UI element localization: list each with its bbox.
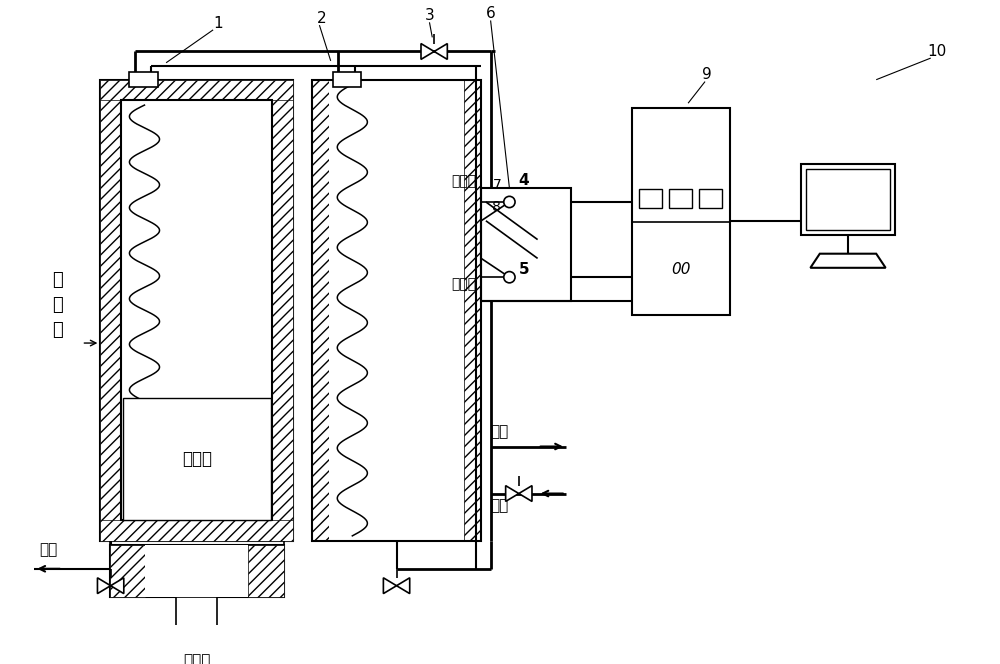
Text: 1: 1: [213, 16, 223, 31]
Bar: [272, 80, 293, 540]
Circle shape: [504, 272, 515, 283]
Bar: [248, 545, 284, 597]
Bar: [699, 189, 722, 208]
Bar: [669, 189, 692, 208]
Bar: [176, 597, 217, 649]
Text: 4: 4: [519, 173, 529, 188]
Bar: [121, 100, 272, 520]
Polygon shape: [421, 44, 434, 59]
Polygon shape: [434, 44, 447, 59]
Bar: [639, 189, 662, 208]
Polygon shape: [383, 578, 397, 594]
Text: 放空: 放空: [39, 542, 57, 558]
Bar: [329, 80, 464, 540]
Text: 6: 6: [486, 7, 495, 21]
Polygon shape: [397, 578, 410, 594]
Bar: [100, 80, 293, 540]
Text: 8: 8: [492, 200, 501, 214]
Bar: [632, 108, 730, 315]
Text: 5: 5: [519, 262, 529, 277]
Text: 10: 10: [928, 44, 947, 59]
Text: 保
温
层: 保 温 层: [53, 272, 63, 339]
Text: 压力表: 压力表: [451, 174, 476, 188]
Polygon shape: [519, 485, 532, 501]
Bar: [100, 520, 293, 540]
Bar: [801, 165, 895, 235]
Text: 收球室: 收球室: [182, 450, 212, 467]
Polygon shape: [111, 578, 124, 594]
Text: 取球门: 取球门: [183, 653, 210, 664]
Text: 7: 7: [492, 178, 501, 192]
Polygon shape: [506, 485, 519, 501]
Polygon shape: [810, 254, 886, 268]
Bar: [123, 398, 271, 520]
Text: 温度表: 温度表: [451, 278, 476, 291]
Bar: [312, 80, 329, 540]
Text: 00: 00: [671, 262, 691, 277]
Bar: [312, 80, 481, 540]
Circle shape: [504, 197, 515, 208]
Text: 出油: 出油: [491, 424, 509, 439]
Text: 9: 9: [702, 68, 712, 82]
Bar: [110, 545, 284, 597]
Bar: [110, 545, 145, 597]
Polygon shape: [97, 578, 111, 594]
Bar: [806, 169, 890, 230]
Bar: [129, 72, 158, 87]
Bar: [333, 72, 361, 87]
Bar: [481, 188, 571, 301]
Bar: [464, 80, 481, 540]
Bar: [100, 80, 121, 540]
Text: 2: 2: [316, 11, 326, 26]
Bar: [100, 80, 293, 100]
Bar: [145, 545, 248, 597]
Text: 3: 3: [425, 8, 434, 23]
Text: 进油: 进油: [491, 498, 509, 513]
